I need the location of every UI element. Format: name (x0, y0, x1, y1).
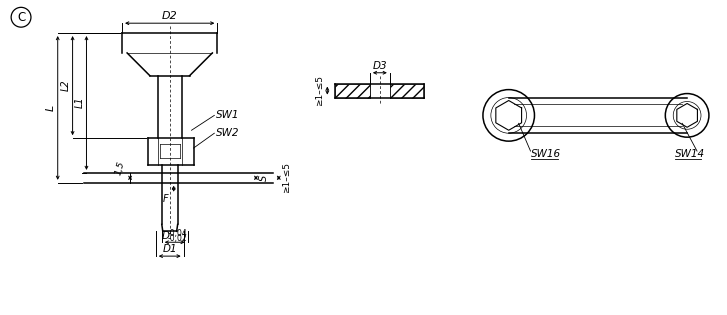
Text: S: S (259, 175, 269, 181)
Text: -0,02: -0,02 (168, 234, 188, 243)
Text: SW16: SW16 (531, 149, 561, 159)
Text: 1,5: 1,5 (114, 160, 126, 176)
Text: C: C (17, 11, 25, 24)
Text: D2: D2 (162, 11, 177, 21)
Bar (335, 84, 370, 98)
Text: SW14: SW14 (675, 149, 705, 159)
Text: L1: L1 (75, 97, 84, 108)
Text: D: D (162, 231, 170, 241)
Text: SW1: SW1 (217, 110, 240, 120)
Text: ≥1–≤5: ≥1–≤5 (315, 75, 324, 106)
Text: ≥1–≤5: ≥1–≤5 (282, 162, 292, 193)
Text: L: L (46, 104, 56, 111)
Text: F: F (163, 194, 169, 203)
Text: L2: L2 (60, 80, 71, 91)
Text: D3: D3 (372, 61, 387, 71)
Text: D1: D1 (162, 244, 177, 254)
Text: SW2: SW2 (217, 128, 240, 138)
Text: -0,04: -0,04 (168, 229, 188, 238)
Bar (390, 84, 425, 98)
